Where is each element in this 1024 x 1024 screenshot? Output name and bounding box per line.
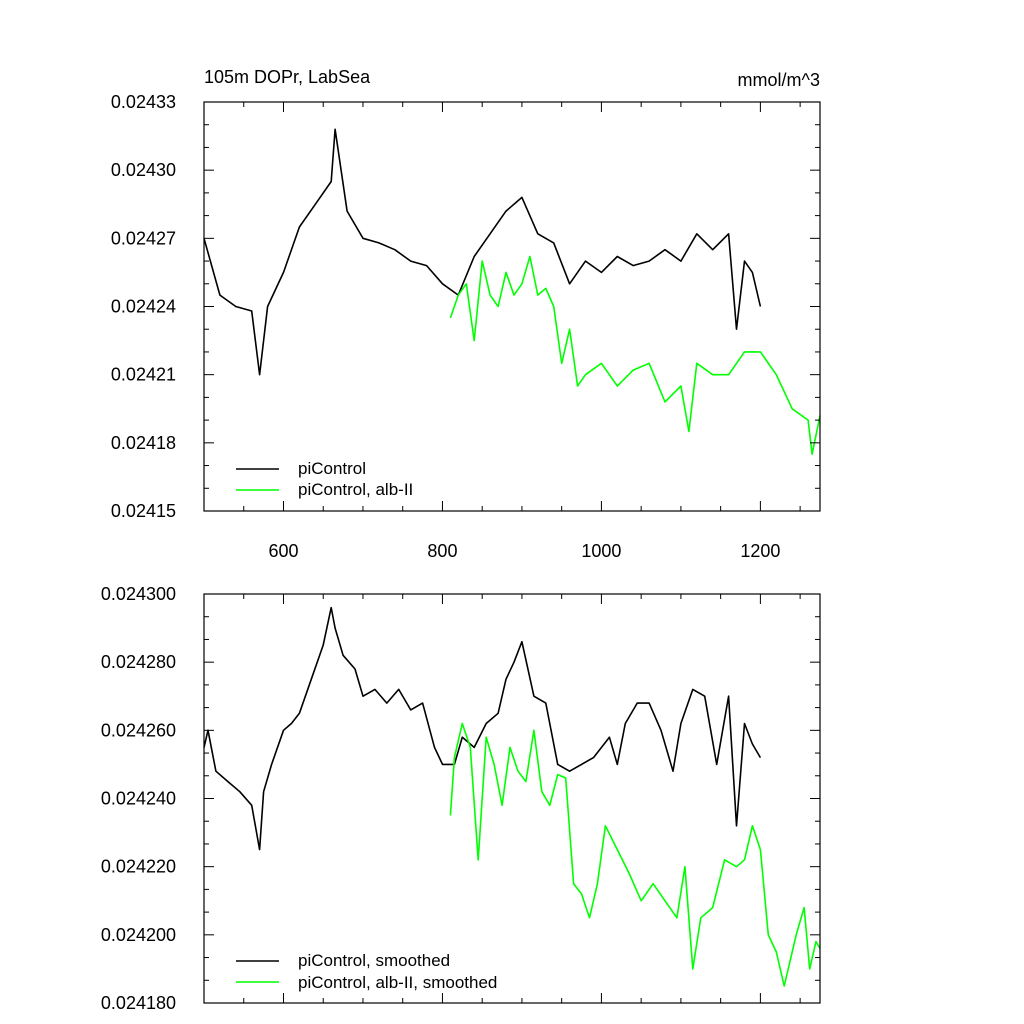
top-legend-label-0: piControl bbox=[298, 459, 366, 478]
bottom-ticks-layer: 0.024180 0.024200 0.024220 0.024240 0.024260… bbox=[101, 584, 820, 1013]
top-legend: piControl piControl, alb-II bbox=[236, 459, 413, 499]
top-y-tick-label: 0.02415 bbox=[111, 501, 176, 521]
bottom-legend: piControl, smoothed piControl, alb-II, s… bbox=[236, 951, 497, 992]
top-plot-frame bbox=[203, 101, 821, 512]
top-y-tick-label: 0.02430 bbox=[111, 160, 176, 180]
bottom-series-1-line bbox=[449, 722, 821, 987]
bottom-y-tick-label: 0.024220 bbox=[101, 857, 176, 877]
top-panel: 105m DOPr, LabSea mmol/m^3 600 800 1000 120… bbox=[111, 67, 821, 561]
bottom-y-tick-label: 0.024180 bbox=[101, 993, 176, 1013]
top-y-tick-label: 0.02427 bbox=[111, 228, 176, 248]
bottom-series-layer bbox=[203, 606, 821, 987]
bottom-legend-label-0: piControl, smoothed bbox=[298, 951, 450, 970]
top-series-layer bbox=[203, 128, 821, 456]
top-y-tick-label: 0.02421 bbox=[111, 365, 176, 385]
bottom-y-tick-label: 0.024260 bbox=[101, 720, 176, 740]
top-ticks-layer: 600 800 1000 1200 0.02415 0.02418 0.02421 0.024… bbox=[111, 92, 820, 561]
bottom-y-tick-label: 0.024280 bbox=[101, 652, 176, 672]
top-series-0-line bbox=[203, 128, 762, 376]
top-chart-title: 105m DOPr, LabSea bbox=[204, 67, 371, 87]
bottom-y-tick-label: 0.024300 bbox=[101, 584, 176, 604]
bottom-legend-label-1: piControl, alb-II, smoothed bbox=[298, 973, 497, 992]
bottom-plot-frame bbox=[203, 593, 821, 1004]
top-x-tick-label: 1000 bbox=[581, 541, 621, 561]
bottom-y-tick-label: 0.024240 bbox=[101, 789, 176, 809]
bottom-panel: 0.024180 0.024200 0.024220 0.024240 0.024260… bbox=[101, 584, 821, 1013]
top-series-1-line bbox=[449, 255, 821, 456]
top-legend-label-1: piControl, alb-II bbox=[298, 480, 413, 499]
top-y-tick-label: 0.02418 bbox=[111, 433, 176, 453]
top-y-tick-label: 0.02424 bbox=[111, 297, 176, 317]
bottom-series-0-line bbox=[203, 606, 762, 851]
top-x-tick-label: 1200 bbox=[740, 541, 780, 561]
top-y-tick-label: 0.02433 bbox=[111, 92, 176, 112]
top-x-tick-label: 800 bbox=[427, 541, 457, 561]
top-x-tick-label: 600 bbox=[268, 541, 298, 561]
bottom-y-tick-label: 0.024200 bbox=[101, 925, 176, 945]
top-chart-units: mmol/m^3 bbox=[738, 70, 820, 90]
